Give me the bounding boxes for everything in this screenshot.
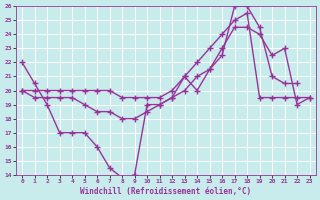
X-axis label: Windchill (Refroidissement éolien,°C): Windchill (Refroidissement éolien,°C)	[80, 187, 252, 196]
